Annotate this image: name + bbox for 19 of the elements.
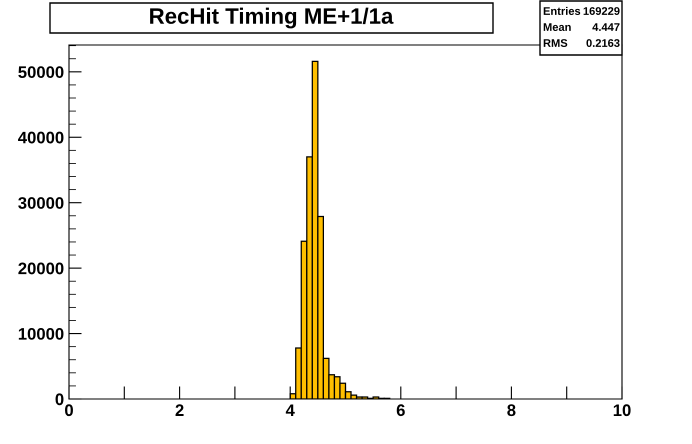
y-tick-label: 50000 [18, 66, 64, 78]
y-tick-label: 0 [56, 393, 64, 406]
x-tick-label: 0 [65, 404, 73, 416]
annotation: 0.2163 [586, 39, 620, 47]
annotation: RMS [544, 39, 568, 47]
x-tick-label: 10 [614, 404, 631, 416]
x-tick-label: 2 [176, 404, 184, 416]
y-tick-label: 10000 [18, 328, 64, 340]
text: 4.447 [592, 23, 620, 31]
text: Mean [544, 23, 571, 31]
y-tick-label: 40000 [18, 132, 64, 144]
y-tick-label: 20000 [18, 262, 64, 274]
text: 169229 [584, 7, 620, 15]
x-tick-label: 8 [507, 404, 516, 416]
x-tick-label: 6 [396, 404, 405, 416]
text: Entries [544, 6, 580, 15]
y-tick-label: 30000 [18, 197, 64, 209]
chart-title: RecHit Timing ME+1/1a [150, 8, 394, 28]
x-tick-label: 4 [286, 404, 295, 416]
